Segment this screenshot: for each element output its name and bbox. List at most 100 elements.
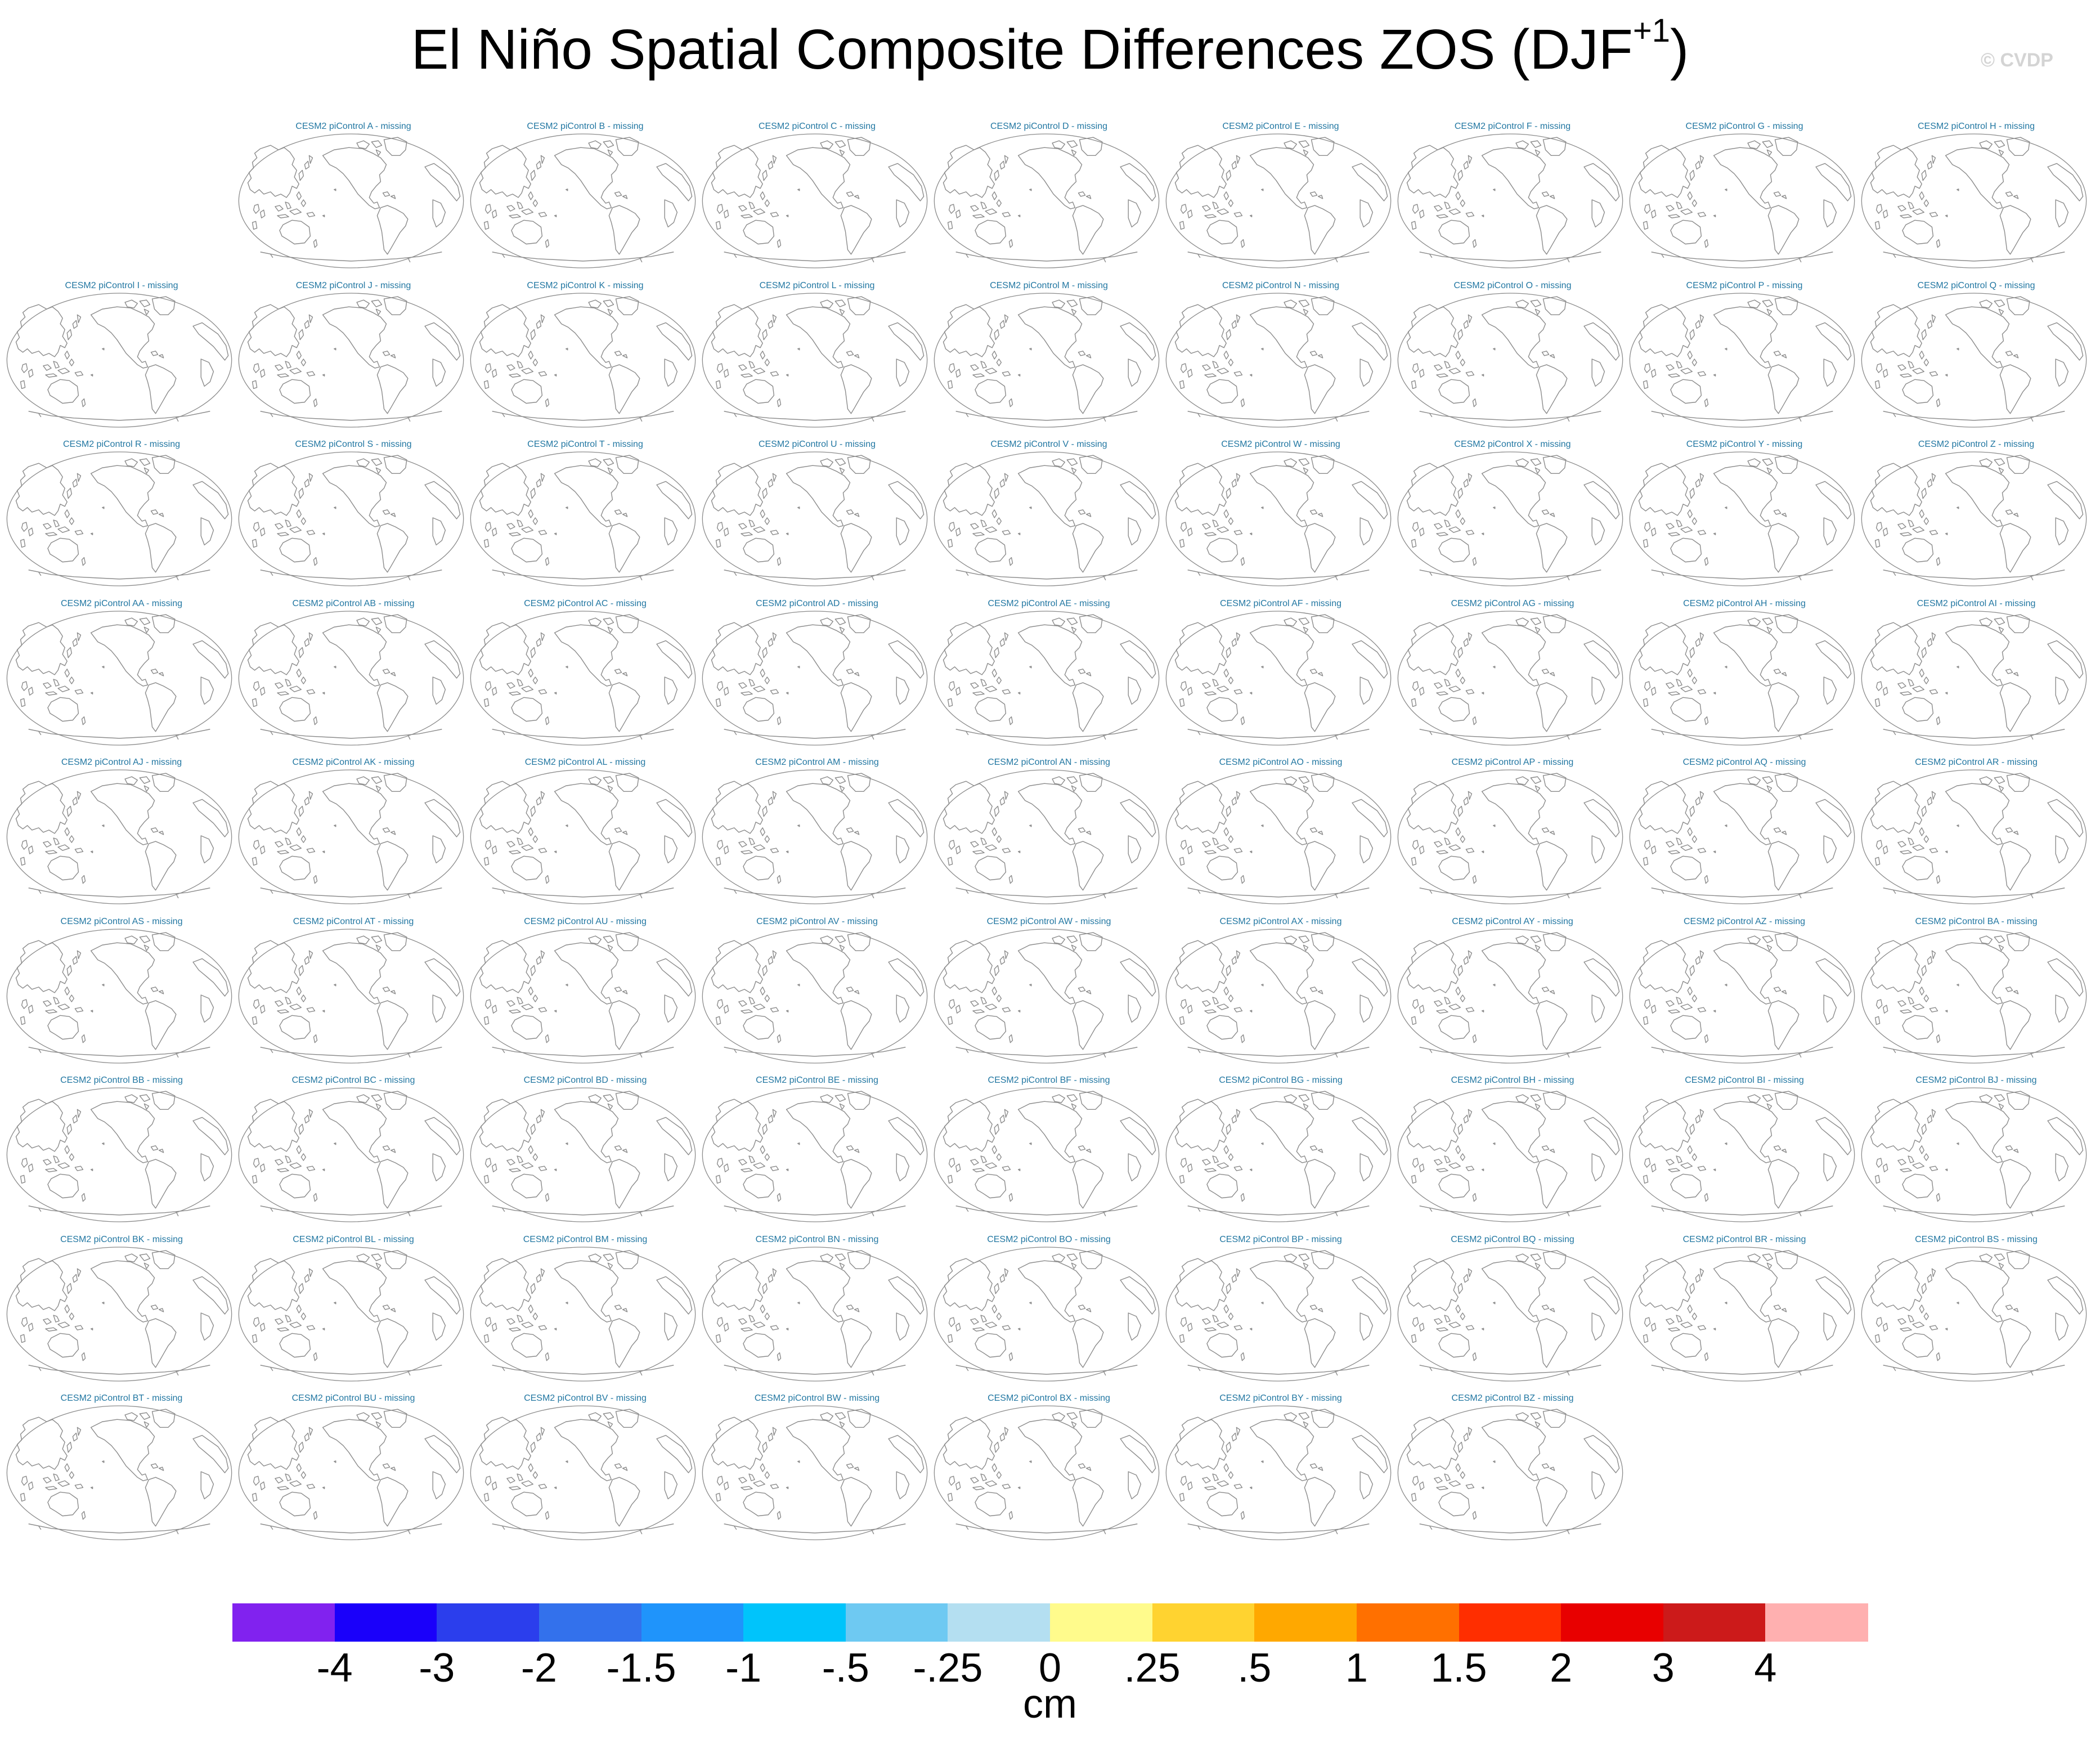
map-panel: CESM2 piControl H - missing [1860, 122, 2092, 269]
map-panel-title: CESM2 piControl BB - missing [60, 1075, 183, 1085]
colorbar-box [1561, 1603, 1664, 1642]
world-map [1165, 928, 1392, 1064]
map-panel: CESM2 piControl M - missing [933, 281, 1165, 428]
map-panel: CESM2 piControl E - missing [1165, 122, 1397, 269]
colorbar-box [948, 1603, 1051, 1642]
map-panel: CESM2 piControl AV - missing [701, 917, 933, 1064]
map-panel-title: CESM2 piControl AH - missing [1683, 598, 1806, 608]
map-panel: CESM2 piControl BE - missing [701, 1075, 933, 1223]
map-panel-title: CESM2 piControl Z - missing [1918, 440, 2035, 449]
map-panel-title: CESM2 piControl BD - missing [523, 1075, 647, 1085]
map-panel: CESM2 piControl O - missing [1397, 281, 1628, 428]
map-panel: CESM2 piControl BO - missing [933, 1235, 1165, 1382]
map-panel: CESM2 piControl J - missing [237, 281, 469, 428]
map-panel: CESM2 piControl AN - missing [933, 758, 1165, 905]
world-map [1397, 133, 1623, 268]
map-panel: CESM2 piControl AD - missing [701, 599, 933, 746]
world-map [1629, 769, 1855, 904]
map-panel-title: CESM2 piControl O - missing [1453, 280, 1572, 290]
map-panel-title: CESM2 piControl BG - missing [1219, 1075, 1343, 1085]
map-panel-title: CESM2 piControl AB - missing [292, 598, 415, 608]
map-panel: CESM2 piControl AX - missing [1165, 917, 1397, 1064]
colorbar-tick-label: -3 [419, 1646, 455, 1691]
map-panel: CESM2 piControl AR - missing [1860, 758, 2092, 905]
world-map [702, 928, 928, 1064]
map-panel: CESM2 piControl AW - missing [933, 917, 1165, 1064]
colorbar-box [845, 1603, 948, 1642]
title-superscript: +1 [1632, 12, 1670, 49]
map-panel-title: CESM2 piControl G - missing [1685, 122, 1803, 131]
map-panel: CESM2 piControl Y - missing [1628, 440, 1860, 587]
world-map [238, 292, 464, 428]
colorbar-box [437, 1603, 540, 1642]
map-panel: CESM2 piControl BX - missing [933, 1393, 1165, 1541]
map-panel: CESM2 piControl D - missing [933, 122, 1165, 269]
world-map [238, 1246, 464, 1382]
map-panel-title: CESM2 piControl AX - missing [1219, 916, 1342, 926]
map-panel: CESM2 piControl AF - missing [1165, 599, 1397, 746]
map-panel: CESM2 piControl B - missing [469, 122, 701, 269]
map-panel-title: CESM2 piControl AL - missing [524, 758, 646, 767]
world-map [1861, 928, 2087, 1064]
world-map [238, 1405, 464, 1540]
map-panel: CESM2 piControl BZ - missing [1397, 1393, 1628, 1541]
map-panel: CESM2 piControl BW - missing [701, 1393, 933, 1541]
world-map [1165, 769, 1392, 904]
map-panel-title: CESM2 piControl BR - missing [1682, 1234, 1806, 1244]
world-map [6, 610, 232, 746]
colorbar-tick-label: 2 [1550, 1646, 1573, 1691]
map-panel: CESM2 piControl AO - missing [1165, 758, 1397, 905]
world-map [238, 133, 464, 268]
map-panel: CESM2 piControl AK - missing [237, 758, 469, 905]
map-panel-title: CESM2 piControl BP - missing [1219, 1234, 1342, 1244]
colorbar-tick-label: 1.5 [1430, 1646, 1487, 1691]
map-panel-title: CESM2 piControl BU - missing [291, 1393, 415, 1403]
map-panel: CESM2 piControl AH - missing [1628, 599, 1860, 746]
world-map [1861, 1087, 2087, 1222]
world-map [1165, 1087, 1392, 1222]
world-map [6, 1087, 232, 1222]
map-panel: CESM2 piControl W - missing [1165, 440, 1397, 587]
map-panel: CESM2 piControl C - missing [701, 122, 933, 269]
colorbar-box [232, 1603, 335, 1642]
map-panel-title: CESM2 piControl AD - missing [756, 598, 878, 608]
map-panel-title: CESM2 piControl N - missing [1222, 280, 1340, 290]
map-panel-title: CESM2 piControl I - missing [65, 280, 178, 290]
map-panel: CESM2 piControl BV - missing [469, 1393, 701, 1541]
map-panel-title: CESM2 piControl BL - missing [293, 1234, 414, 1244]
map-panel: CESM2 piControl R - missing [6, 440, 237, 587]
world-map [6, 928, 232, 1064]
colorbar-tick-label: 0 [1038, 1646, 1062, 1691]
colorbar-units: cm [1023, 1682, 1077, 1727]
map-panel-title: CESM2 piControl K - missing [527, 280, 644, 290]
map-panel-title: CESM2 piControl AI - missing [1917, 598, 2036, 608]
world-map [238, 1087, 464, 1222]
colorbar-box [1663, 1603, 1766, 1642]
world-map [934, 610, 1160, 746]
map-panel-title: CESM2 piControl BY - missing [1219, 1393, 1342, 1403]
map-panel: CESM2 piControl BD - missing [469, 1075, 701, 1223]
colorbar-box [641, 1603, 744, 1642]
map-panel-title: CESM2 piControl BQ - missing [1451, 1234, 1574, 1244]
world-map [702, 610, 928, 746]
world-map [6, 769, 232, 904]
world-map [470, 1087, 696, 1222]
map-panel: CESM2 piControl S - missing [237, 440, 469, 587]
map-panel-title: CESM2 piControl BK - missing [60, 1234, 183, 1244]
world-map [934, 928, 1160, 1064]
map-panel: CESM2 piControl G - missing [1628, 122, 1860, 269]
map-panel: CESM2 piControl BU - missing [237, 1393, 469, 1541]
map-panel-title: CESM2 piControl X - missing [1454, 440, 1571, 449]
map-panel-title: CESM2 piControl BN - missing [755, 1234, 879, 1244]
world-map [1397, 610, 1623, 746]
map-panel: CESM2 piControl N - missing [1165, 281, 1397, 428]
world-map [1629, 610, 1855, 746]
map-panel: CESM2 piControl Q - missing [1860, 281, 2092, 428]
world-map [238, 451, 464, 586]
world-map [1861, 769, 2087, 904]
map-panel-title: CESM2 piControl AF - missing [1219, 598, 1342, 608]
map-panel: CESM2 piControl A - missing [237, 122, 469, 269]
world-map [1861, 451, 2087, 586]
map-panel-title: CESM2 piControl BH - missing [1451, 1075, 1574, 1085]
map-panel: CESM2 piControl AU - missing [469, 917, 701, 1064]
